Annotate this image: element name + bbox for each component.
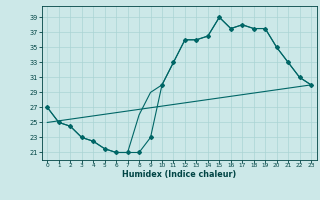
X-axis label: Humidex (Indice chaleur): Humidex (Indice chaleur): [122, 170, 236, 179]
